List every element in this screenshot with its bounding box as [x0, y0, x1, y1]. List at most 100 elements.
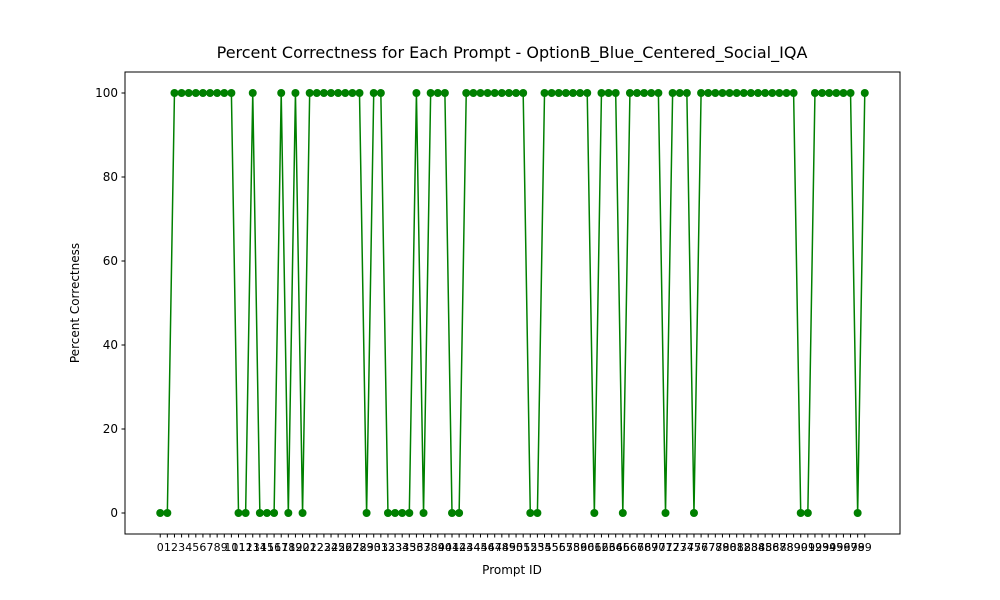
marker — [761, 89, 770, 97]
x-tick-label: 0 — [157, 541, 164, 554]
x-tick-label: 28 — [352, 541, 366, 554]
marker — [754, 89, 763, 97]
marker — [796, 509, 805, 517]
marker — [469, 89, 478, 97]
marker — [625, 89, 634, 97]
x-tick-label: 72 — [666, 541, 680, 554]
marker — [512, 89, 521, 97]
marker — [412, 89, 421, 97]
x-tick-label: 37 — [417, 541, 431, 554]
marker — [561, 89, 570, 97]
x-tick-label: 46 — [481, 541, 495, 554]
x-tick-label: 98 — [851, 541, 865, 554]
marker — [775, 89, 784, 97]
x-tick-label: 86 — [765, 541, 779, 554]
x-tick-label: 39 — [431, 541, 445, 554]
marker — [689, 509, 698, 517]
x-axis-label: Prompt ID — [482, 563, 542, 577]
marker — [604, 89, 613, 97]
marker — [369, 89, 378, 97]
marker — [711, 89, 720, 97]
x-tick-label: 4 — [185, 541, 192, 554]
x-tick-label: 24 — [324, 541, 338, 554]
marker — [355, 89, 364, 97]
x-tick-label: 26 — [338, 541, 352, 554]
marker — [312, 89, 321, 97]
x-tick-label: 70 — [651, 541, 665, 554]
marker — [284, 509, 293, 517]
marker — [319, 89, 328, 97]
x-tick-label: 9 — [221, 541, 228, 554]
marker — [277, 89, 286, 97]
x-tick-label: 1 — [164, 541, 171, 554]
x-tick-label: 17 — [274, 541, 288, 554]
marker — [227, 89, 236, 97]
marker — [583, 89, 592, 97]
marker — [170, 89, 179, 97]
x-tick-label: 83 — [744, 541, 758, 554]
x-tick-label: 8 — [214, 541, 221, 554]
x-tick-label: 59 — [573, 541, 587, 554]
x-tick-label: 84 — [751, 541, 765, 554]
x-tick-label: 62 — [594, 541, 608, 554]
x-tick-label: 68 — [637, 541, 651, 554]
marker — [177, 89, 186, 97]
marker — [590, 509, 599, 517]
marker — [519, 89, 528, 97]
marker — [782, 89, 791, 97]
marker — [391, 509, 400, 517]
x-tick-label: 78 — [708, 541, 722, 554]
x-tick-label: 38 — [424, 541, 438, 554]
marker — [426, 89, 435, 97]
x-tick-label: 91 — [801, 541, 815, 554]
x-tick-label: 65 — [616, 541, 630, 554]
x-tick-label: 54 — [538, 541, 552, 554]
y-tick-label: 80 — [103, 170, 118, 184]
x-tick-label: 34 — [395, 541, 409, 554]
x-tick-label: 16 — [267, 541, 281, 554]
marker — [704, 89, 713, 97]
marker — [184, 89, 193, 97]
marker — [334, 89, 343, 97]
marker — [462, 89, 471, 97]
x-tick-label: 61 — [587, 541, 601, 554]
x-tick-label: 42 — [452, 541, 466, 554]
marker — [697, 89, 706, 97]
marker — [846, 89, 855, 97]
x-tick-label: 43 — [459, 541, 473, 554]
marker — [860, 89, 869, 97]
marker — [739, 89, 748, 97]
x-tick-label: 87 — [772, 541, 786, 554]
x-tick-label: 80 — [723, 541, 737, 554]
marker — [476, 89, 485, 97]
marker — [818, 89, 827, 97]
marker — [376, 89, 385, 97]
x-tick-label: 58 — [566, 541, 580, 554]
marker — [832, 89, 841, 97]
marker — [327, 89, 336, 97]
marker — [611, 89, 620, 97]
marker — [682, 89, 691, 97]
x-tick-label: 21 — [303, 541, 317, 554]
x-tick-label: 6 — [199, 541, 206, 554]
marker — [597, 89, 606, 97]
marker — [526, 509, 535, 517]
x-tick-label: 48 — [495, 541, 509, 554]
x-tick-label: 11 — [232, 541, 246, 554]
x-tick-label: 32 — [381, 541, 395, 554]
marker — [789, 89, 798, 97]
marker — [497, 89, 506, 97]
x-tick-label: 33 — [388, 541, 402, 554]
x-tick-label: 90 — [794, 541, 808, 554]
x-tick-label: 19 — [288, 541, 302, 554]
marker — [490, 89, 499, 97]
marker — [839, 89, 848, 97]
marker — [640, 89, 649, 97]
x-tick-label: 63 — [602, 541, 616, 554]
x-tick-label: 7 — [207, 541, 214, 554]
marker — [825, 89, 834, 97]
marker — [533, 509, 542, 517]
x-tick-label: 53 — [530, 541, 544, 554]
y-tick-label: 60 — [103, 254, 118, 268]
